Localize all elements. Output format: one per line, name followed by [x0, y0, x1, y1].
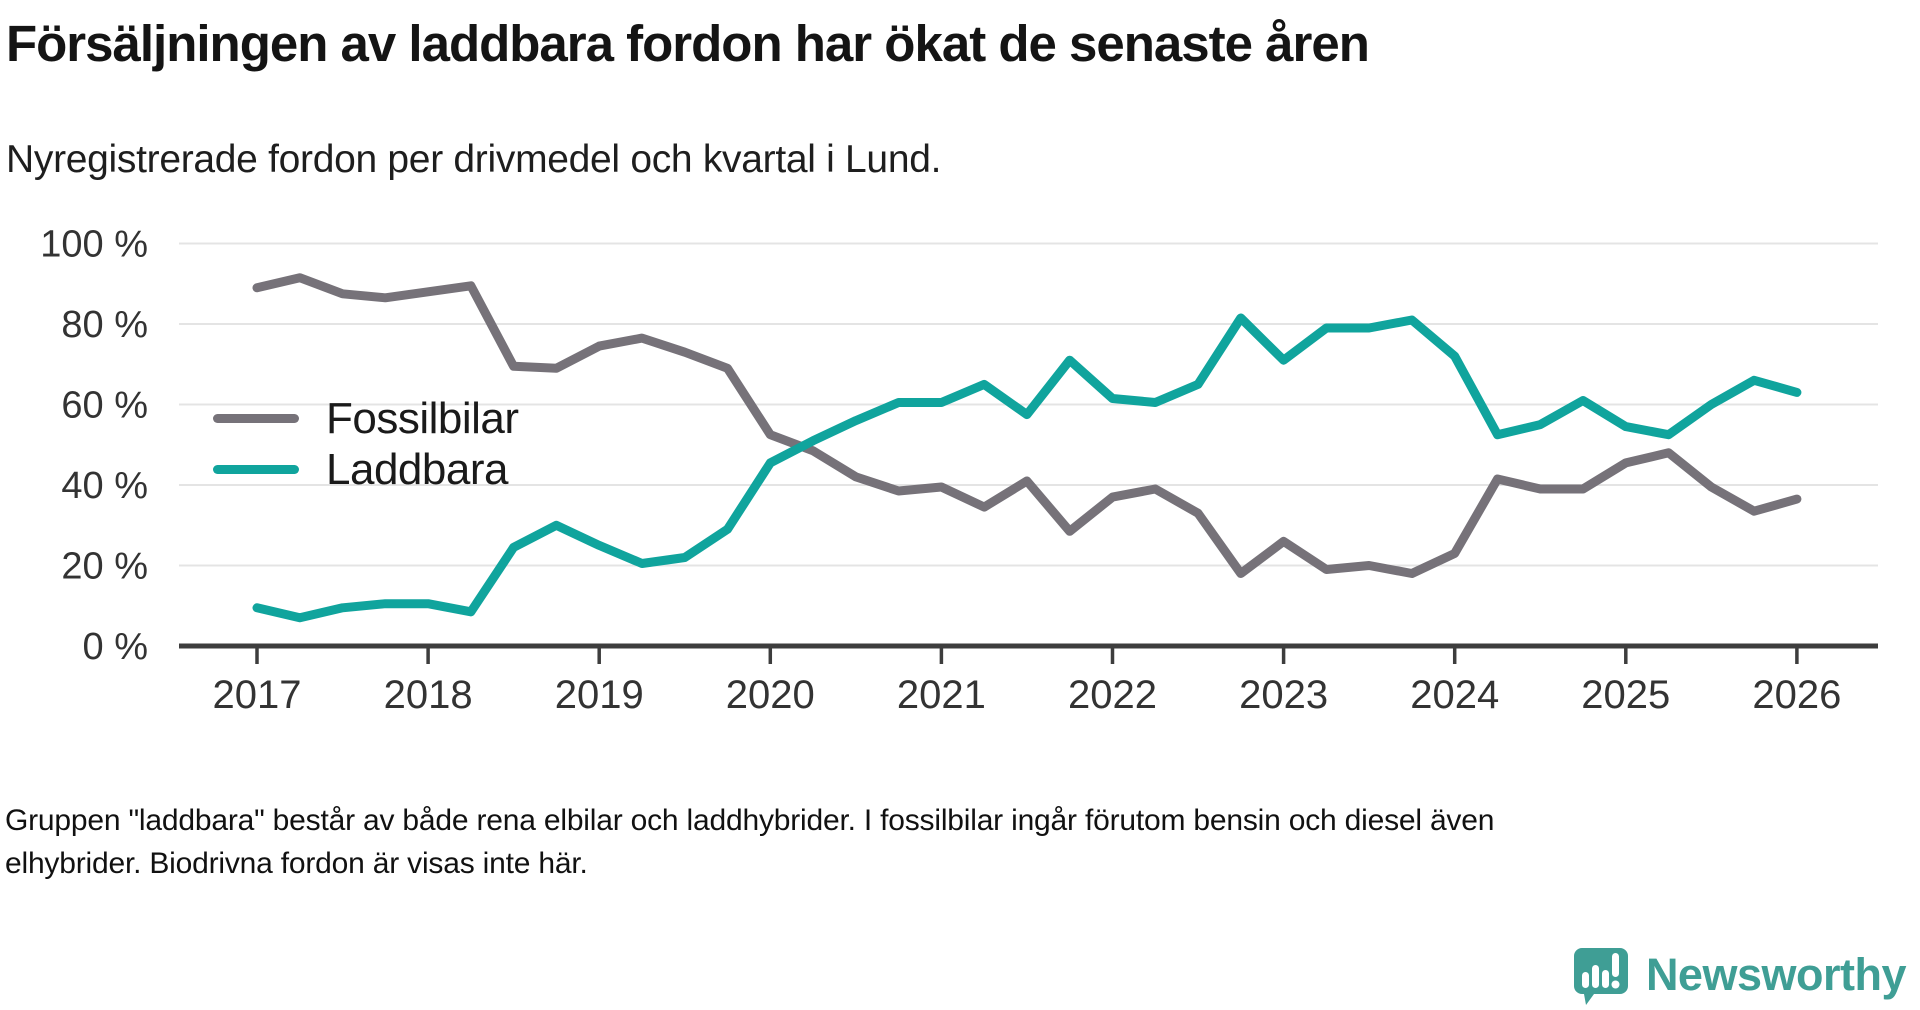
y-axis-tick-label: 0 %: [83, 626, 148, 668]
y-axis-tick-label: 20 %: [61, 546, 148, 588]
page-title: Försäljningen av laddbara fordon har öka…: [6, 15, 1370, 72]
x-axis-tick-label: 2020: [726, 673, 815, 717]
newsworthy-logo-text: Newsworthy: [1645, 949, 1907, 1000]
legend-item-fossilbilar: Fossilbilar: [213, 393, 519, 444]
legend-swatch-laddbara: [213, 465, 299, 474]
y-axis-tick-label: 40 %: [61, 465, 148, 507]
newsworthy-logo: Newsworthy: [1570, 944, 1907, 1006]
legend-label-fossilbilar: Fossilbilar: [326, 393, 519, 443]
y-axis-tick-label: 60 %: [61, 385, 148, 427]
legend-swatch-fossilbilar: [213, 414, 299, 423]
y-axis-tick-label: 100 %: [40, 224, 148, 266]
footnote: Gruppen "laddbara" består av både rena e…: [5, 799, 1494, 885]
x-axis-tick-label: 2025: [1581, 673, 1670, 717]
x-axis-tick-label: 2023: [1239, 673, 1328, 717]
x-axis-tick-label: 2017: [213, 673, 302, 717]
legend: Fossilbilar Laddbara: [213, 393, 519, 495]
series-line-laddbara: [252, 313, 1802, 623]
legend-label-laddbara: Laddbara: [326, 444, 508, 494]
x-axis-tick-label: 2019: [555, 673, 644, 717]
y-axis-tick-label: 80 %: [61, 304, 148, 346]
x-axis-tick-label: 2018: [384, 673, 473, 717]
legend-item-laddbara: Laddbara: [213, 444, 519, 495]
page-subtitle: Nyregistrerade fordon per drivmedel och …: [6, 138, 942, 181]
series-line-fossilbilar: [252, 273, 1802, 578]
newsworthy-speech-bubble-chart-icon: [1573, 948, 1628, 1005]
x-axis-tick-label: 2022: [1068, 673, 1157, 717]
x-axis-tick-label: 2026: [1752, 673, 1841, 717]
x-axis-tick-label: 2024: [1410, 673, 1499, 717]
x-axis-tick-label: 2021: [897, 673, 986, 717]
footnote-line-1: Gruppen "laddbara" består av både rena e…: [5, 804, 1495, 837]
footnote-line-2: elhybrider. Biodrivna fordon är visas in…: [5, 847, 588, 880]
